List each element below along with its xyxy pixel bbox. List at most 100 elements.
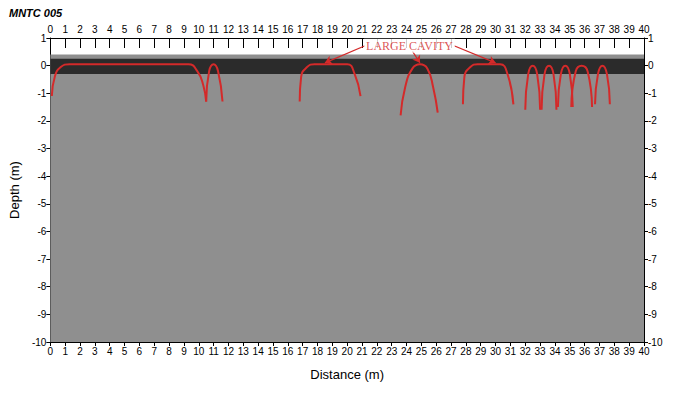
svg-text:13: 13: [238, 24, 250, 35]
svg-text:11: 11: [208, 346, 219, 357]
svg-text:-2: -2: [648, 115, 657, 126]
svg-text:2: 2: [77, 346, 83, 357]
svg-text:33: 33: [535, 346, 547, 357]
svg-text:Distance (m): Distance (m): [310, 367, 384, 382]
svg-text:31: 31: [505, 346, 517, 357]
svg-text:7: 7: [151, 24, 157, 35]
svg-text:23: 23: [386, 24, 398, 35]
svg-text:32: 32: [520, 346, 532, 357]
svg-text:39: 39: [624, 346, 636, 357]
svg-text:LARGE CAVITY: LARGE CAVITY: [366, 39, 453, 53]
svg-text:33: 33: [535, 24, 547, 35]
svg-text:27: 27: [446, 24, 458, 35]
svg-text:1: 1: [62, 346, 68, 357]
svg-text:25: 25: [416, 24, 428, 35]
svg-text:3: 3: [92, 24, 98, 35]
svg-text:23: 23: [386, 346, 398, 357]
svg-text:-1: -1: [648, 88, 657, 99]
svg-text:0: 0: [41, 60, 47, 71]
svg-text:11: 11: [208, 24, 219, 35]
svg-text:6: 6: [137, 24, 143, 35]
svg-text:38: 38: [609, 24, 621, 35]
svg-text:29: 29: [475, 24, 487, 35]
svg-text:24: 24: [401, 346, 413, 357]
svg-text:40: 40: [638, 24, 650, 35]
svg-text:14: 14: [253, 24, 265, 35]
svg-text:27: 27: [446, 346, 458, 357]
svg-text:19: 19: [327, 346, 339, 357]
svg-text:0: 0: [648, 60, 654, 71]
svg-text:8: 8: [166, 346, 172, 357]
svg-text:MNTC 005: MNTC 005: [9, 7, 63, 19]
svg-text:15: 15: [267, 24, 279, 35]
svg-text:34: 34: [549, 24, 561, 35]
svg-text:37: 37: [594, 24, 606, 35]
svg-text:13: 13: [238, 346, 250, 357]
svg-text:17: 17: [297, 346, 309, 357]
svg-text:16: 16: [282, 24, 294, 35]
svg-text:6: 6: [137, 346, 143, 357]
svg-text:30: 30: [490, 346, 502, 357]
svg-text:17: 17: [297, 24, 309, 35]
svg-text:35: 35: [564, 346, 576, 357]
svg-text:9: 9: [181, 346, 187, 357]
svg-text:10: 10: [193, 346, 205, 357]
svg-text:-5: -5: [37, 198, 46, 209]
svg-text:22: 22: [371, 346, 383, 357]
svg-text:30: 30: [490, 24, 502, 35]
svg-text:-7: -7: [37, 254, 46, 265]
svg-text:-10: -10: [648, 337, 663, 348]
svg-text:28: 28: [460, 346, 472, 357]
svg-text:8: 8: [166, 24, 172, 35]
svg-text:14: 14: [253, 346, 265, 357]
svg-text:15: 15: [267, 346, 279, 357]
svg-text:12: 12: [223, 24, 235, 35]
svg-text:21: 21: [356, 24, 368, 35]
svg-text:3: 3: [92, 346, 98, 357]
svg-text:37: 37: [594, 346, 606, 357]
svg-text:-1: -1: [37, 88, 46, 99]
svg-text:31: 31: [505, 24, 517, 35]
svg-text:-9: -9: [648, 309, 657, 320]
svg-text:20: 20: [342, 24, 354, 35]
svg-text:10: 10: [193, 24, 205, 35]
svg-text:35: 35: [564, 24, 576, 35]
svg-text:40: 40: [638, 346, 650, 357]
svg-text:4: 4: [107, 24, 113, 35]
svg-text:-3: -3: [37, 143, 46, 154]
svg-text:1: 1: [41, 33, 47, 44]
svg-text:0: 0: [48, 24, 54, 35]
svg-text:-10: -10: [32, 337, 47, 348]
svg-text:25: 25: [416, 346, 428, 357]
svg-text:-4: -4: [37, 171, 46, 182]
svg-text:5: 5: [122, 24, 128, 35]
svg-text:28: 28: [460, 24, 472, 35]
svg-text:20: 20: [342, 346, 354, 357]
svg-text:26: 26: [431, 24, 443, 35]
svg-text:-9: -9: [37, 309, 46, 320]
svg-text:26: 26: [431, 346, 443, 357]
svg-text:5: 5: [122, 346, 128, 357]
svg-text:32: 32: [520, 24, 532, 35]
svg-text:18: 18: [312, 24, 324, 35]
svg-text:0: 0: [48, 346, 54, 357]
svg-text:-7: -7: [648, 254, 657, 265]
svg-text:-4: -4: [648, 171, 657, 182]
svg-text:-8: -8: [37, 281, 46, 292]
svg-text:9: 9: [181, 24, 187, 35]
svg-text:7: 7: [151, 346, 157, 357]
svg-text:-6: -6: [37, 226, 46, 237]
svg-text:16: 16: [282, 346, 294, 357]
svg-text:36: 36: [579, 24, 591, 35]
svg-text:-5: -5: [648, 198, 657, 209]
svg-text:24: 24: [401, 24, 413, 35]
svg-text:-6: -6: [648, 226, 657, 237]
svg-text:-3: -3: [648, 143, 657, 154]
svg-text:38: 38: [609, 346, 621, 357]
svg-text:Depth (m): Depth (m): [7, 161, 22, 219]
svg-text:1: 1: [62, 24, 68, 35]
svg-text:12: 12: [223, 346, 235, 357]
svg-text:4: 4: [107, 346, 113, 357]
svg-text:-2: -2: [37, 115, 46, 126]
svg-text:18: 18: [312, 346, 324, 357]
